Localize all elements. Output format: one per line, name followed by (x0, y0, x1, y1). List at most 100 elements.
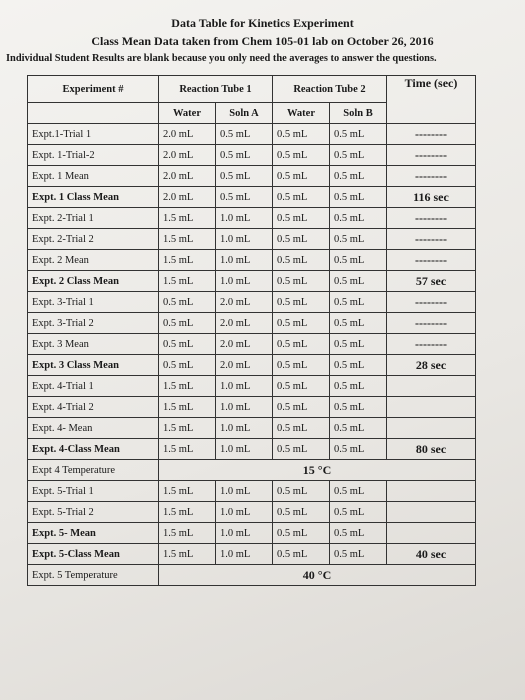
volume: 0.5 mL (215, 165, 273, 187)
volume: 0.5 mL (329, 186, 387, 208)
volume: 1.5 mL (158, 543, 216, 565)
volume: 0.5 mL (215, 144, 273, 166)
volume: 1.5 mL (158, 270, 216, 292)
time: 80 sec (386, 438, 476, 460)
volume: 2.0 mL (215, 312, 273, 334)
volume: 1.5 mL (158, 396, 216, 418)
volume: 0.5 mL (329, 312, 387, 334)
row-label: Expt. 2 Class Mean (27, 270, 159, 292)
volume: 1.0 mL (215, 228, 273, 250)
row-label: Expt. 4- Mean (27, 417, 159, 439)
row-label: Expt. 3 Class Mean (27, 354, 159, 376)
volume: 0.5 mL (158, 291, 216, 313)
row-label: Expt. 2-Trial 1 (27, 207, 159, 229)
volume: 1.0 mL (215, 417, 273, 439)
time: -------- (386, 228, 476, 250)
volume: 2.0 mL (158, 186, 216, 208)
row-label: Expt. 5 Temperature (27, 564, 159, 586)
table-row: Expt. 2-Trial 1 1.5 mL 1.0 mL 0.5 mL 0.5 mL -… (27, 207, 476, 229)
volume: 1.0 mL (215, 207, 273, 229)
volume: 0.5 mL (329, 165, 387, 187)
time (386, 396, 476, 418)
volume: 0.5 mL (272, 249, 330, 271)
row-label: Expt. 1-Trial-2 (27, 144, 159, 166)
table-row: Expt. 2 Class Mean 1.5 mL 1.0 mL 0.5 mL 0.5 … (27, 270, 476, 292)
volume: 2.0 mL (215, 333, 273, 355)
volume: 0.5 mL (158, 354, 216, 376)
row-label: Expt. 1 Class Mean (27, 186, 159, 208)
volume: 0.5 mL (329, 123, 387, 145)
row-label: Expt. 3 Mean (27, 333, 159, 355)
volume: 0.5 mL (329, 270, 387, 292)
time (386, 522, 476, 544)
row-label: Expt. 2 Mean (27, 249, 159, 271)
volume: 1.5 mL (158, 522, 216, 544)
row-label: Expt. 3-Trial 1 (27, 291, 159, 313)
volume: 1.5 mL (158, 501, 216, 523)
volume: 1.0 mL (215, 270, 273, 292)
header-cell: Reaction Tube 2 (272, 75, 387, 103)
table-row: Expt.1-Trial 1 2.0 mL 0.5 mL 0.5 mL 0.5 mL --… (27, 123, 476, 145)
volume: 0.5 mL (329, 291, 387, 313)
volume: 1.0 mL (215, 249, 273, 271)
volume: 0.5 mL (272, 186, 330, 208)
volume: 2.0 mL (215, 291, 273, 313)
temperature: 40 °C (158, 564, 476, 586)
volume: 0.5 mL (272, 228, 330, 250)
row-label: Expt. 4-Class Mean (27, 438, 159, 460)
row-label: Expt. 5-Trial 2 (27, 501, 159, 523)
time: -------- (386, 123, 476, 145)
table-row: Expt. 4-Class Mean 1.5 mL 1.0 mL 0.5 mL 0.5 … (27, 438, 476, 460)
table-row: Expt. 4- Mean 1.5 mL 1.0 mL 0.5 mL 0.5 mL (27, 417, 476, 439)
header-row: Experiment # Reaction Tube 1 Reaction Tube… (27, 75, 476, 124)
table-row: Expt. 4-Trial 2 1.5 mL 1.0 mL 0.5 mL 0.5 mL (27, 396, 476, 418)
volume: 1.5 mL (158, 375, 216, 397)
subtitle: Class Mean Data taken from Chem 105-01 l… (91, 34, 434, 48)
row-label: Expt. 5-Trial 1 (27, 480, 159, 502)
volume: 0.5 mL (329, 207, 387, 229)
temperature: 15 °C (158, 459, 476, 481)
subheader-cell: Soln A (215, 102, 273, 124)
subheader-cell: Soln B (329, 102, 387, 124)
title: Data Table for Kinetics Experiment (171, 16, 354, 30)
volume: 0.5 mL (272, 396, 330, 418)
row-label: Expt. 2-Trial 2 (27, 228, 159, 250)
volume: 1.0 mL (215, 501, 273, 523)
data-table: Experiment # Reaction Tube 1 Reaction Tube… (27, 75, 476, 586)
table-row: Expt. 5- Mean 1.5 mL 1.0 mL 0.5 mL 0.5 mL (27, 522, 476, 544)
table-row: Expt. 5 Temperature 40 °C (27, 564, 476, 586)
volume: 1.0 mL (215, 396, 273, 418)
row-label: Expt. 5-Class Mean (27, 543, 159, 565)
volume: 0.5 mL (272, 270, 330, 292)
volume: 1.5 mL (158, 249, 216, 271)
volume: 0.5 mL (272, 333, 330, 355)
table-row: Expt 4 Temperature 15 °C (27, 459, 476, 481)
volume: 1.0 mL (215, 543, 273, 565)
time: -------- (386, 333, 476, 355)
volume: 0.5 mL (329, 375, 387, 397)
row-label: Expt. 5- Mean (27, 522, 159, 544)
volume: 0.5 mL (272, 522, 330, 544)
time: 28 sec (386, 354, 476, 376)
volume: 0.5 mL (329, 333, 387, 355)
volume: 0.5 mL (272, 123, 330, 145)
volume: 0.5 mL (272, 354, 330, 376)
volume: 2.0 mL (158, 144, 216, 166)
header-cell: Experiment # (27, 75, 159, 103)
volume: 2.0 mL (215, 354, 273, 376)
table-row: Expt. 2 Mean 1.5 mL 1.0 mL 0.5 mL 0.5 mL ----… (27, 249, 476, 271)
volume: 0.5 mL (272, 165, 330, 187)
volume: 0.5 mL (329, 480, 387, 502)
volume: 0.5 mL (329, 249, 387, 271)
volume: 0.5 mL (272, 375, 330, 397)
time: -------- (386, 165, 476, 187)
time: -------- (386, 249, 476, 271)
row-label: Expt. 4-Trial 2 (27, 396, 159, 418)
subheader-cell (27, 102, 159, 124)
row-label: Expt. 4-Trial 1 (27, 375, 159, 397)
time: -------- (386, 207, 476, 229)
row-label: Expt 4 Temperature (27, 459, 159, 481)
table-row: Expt. 1-Trial-2 2.0 mL 0.5 mL 0.5 mL 0.5 mL -… (27, 144, 476, 166)
volume: 1.5 mL (158, 438, 216, 460)
time (386, 417, 476, 439)
